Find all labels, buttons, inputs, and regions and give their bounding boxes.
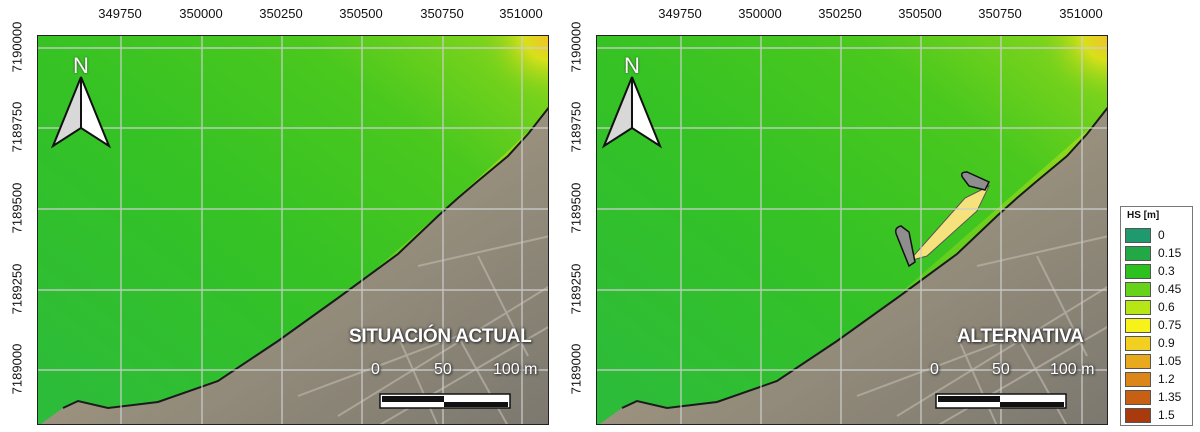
x-tick-label: 350750 bbox=[978, 6, 1022, 21]
y-tick-label: 7189250 bbox=[9, 263, 25, 315]
legend-title: HS [m] bbox=[1127, 210, 1160, 221]
legend-item: 0.3 bbox=[1125, 263, 1191, 280]
panel-title-current: SITUACIÓN ACTUAL bbox=[349, 326, 532, 347]
legend-item: 0 bbox=[1125, 227, 1191, 244]
scale-label-50: 50 bbox=[434, 361, 452, 378]
legend-swatch bbox=[1125, 354, 1151, 369]
north-label: N bbox=[73, 53, 89, 78]
y-tick-label: 7190000 bbox=[568, 21, 584, 73]
scale-label-50: 50 bbox=[992, 361, 1010, 378]
north-label: N bbox=[624, 53, 640, 78]
x-tick-label: 349750 bbox=[658, 6, 702, 21]
scale-bar bbox=[935, 393, 1067, 409]
scale-label-0: 0 bbox=[371, 361, 380, 378]
groin-south bbox=[894, 225, 916, 268]
x-tick-label: 351000 bbox=[1059, 6, 1103, 21]
legend-swatch bbox=[1125, 318, 1151, 333]
legend-label: 0.6 bbox=[1158, 300, 1175, 314]
x-tick-label: 350750 bbox=[420, 6, 464, 21]
legend-label: 0.75 bbox=[1158, 318, 1182, 332]
y-tick-label: 7189500 bbox=[9, 182, 25, 234]
wave-height-map bbox=[38, 36, 548, 424]
legend-label: 0.45 bbox=[1158, 282, 1182, 296]
legend-swatch bbox=[1125, 228, 1151, 243]
scale-label-0: 0 bbox=[930, 361, 939, 378]
legend-swatch bbox=[1125, 282, 1151, 297]
panel-title-alternative: ALTERNATIVA bbox=[957, 326, 1084, 347]
map-panel-alternative: N ALTERNATIVA 0 50 100 m bbox=[596, 35, 1108, 425]
legend-label: 1.5 bbox=[1158, 408, 1175, 422]
legend-label: 1.35 bbox=[1158, 390, 1182, 404]
y-tick-label: 7189000 bbox=[9, 343, 25, 395]
legend-label: 1.2 bbox=[1158, 372, 1175, 386]
x-tick-label: 351000 bbox=[499, 6, 543, 21]
legend-item: 0.75 bbox=[1125, 317, 1191, 334]
scale-bar bbox=[379, 393, 511, 409]
scale-label-100: 100 m bbox=[1050, 361, 1095, 378]
x-tick-label: 350500 bbox=[339, 6, 383, 21]
legend-swatch bbox=[1125, 336, 1151, 351]
grid-lines bbox=[38, 36, 548, 424]
legend-swatch bbox=[1125, 246, 1151, 261]
urban-roads bbox=[856, 235, 1107, 424]
coastline bbox=[621, 106, 1107, 410]
x-tick-label: 350250 bbox=[259, 6, 303, 21]
legend-swatch bbox=[1125, 264, 1151, 279]
groin-north bbox=[960, 171, 991, 191]
north-arrow-icon bbox=[601, 76, 663, 149]
x-tick-label: 349750 bbox=[98, 6, 142, 21]
north-arrow-icon bbox=[50, 76, 112, 149]
legend-swatch bbox=[1125, 372, 1151, 387]
y-tick-label: 7189250 bbox=[568, 263, 584, 315]
legend-label: 1.05 bbox=[1158, 354, 1182, 368]
y-tick-label: 7189000 bbox=[568, 343, 584, 395]
x-tick-label: 350500 bbox=[898, 6, 942, 21]
legend-item: 0.15 bbox=[1125, 245, 1191, 262]
legend-item: 1.35 bbox=[1125, 389, 1191, 406]
legend-label: 0.15 bbox=[1158, 246, 1182, 260]
legend-item: 0.6 bbox=[1125, 299, 1191, 316]
map-panel-current: N SITUACIÓN ACTUAL 0 50 100 m bbox=[37, 35, 549, 425]
legend-swatch bbox=[1125, 300, 1151, 315]
urban-roads bbox=[297, 235, 548, 424]
y-tick-label: 7189750 bbox=[9, 101, 25, 153]
legend-item: 1.2 bbox=[1125, 371, 1191, 388]
y-tick-label: 7190000 bbox=[9, 21, 25, 73]
legend-swatch bbox=[1125, 408, 1151, 423]
x-tick-label: 350250 bbox=[818, 6, 862, 21]
wave-height-legend: HS [m] 0 0.15 0.3 0.45 0.6 0.75 0.9 1.05 1.2 1.35… bbox=[1120, 206, 1193, 426]
x-tick-label: 350000 bbox=[179, 6, 223, 21]
legend-label: 0.9 bbox=[1158, 336, 1175, 350]
scale-label-100: 100 m bbox=[493, 361, 538, 378]
legend-item: 1.5 bbox=[1125, 407, 1191, 424]
wave-height-map bbox=[597, 36, 1107, 424]
legend-item: 0.9 bbox=[1125, 335, 1191, 352]
y-tick-label: 7189750 bbox=[568, 101, 584, 153]
legend-item: 1.05 bbox=[1125, 353, 1191, 370]
land-area bbox=[599, 108, 1107, 424]
coastline bbox=[62, 106, 548, 410]
grid-lines bbox=[597, 36, 1107, 424]
legend-label: 0.3 bbox=[1158, 264, 1175, 278]
x-tick-label: 350000 bbox=[738, 6, 782, 21]
legend-item: 0.45 bbox=[1125, 281, 1191, 298]
legend-swatch bbox=[1125, 390, 1151, 405]
legend-label: 0 bbox=[1158, 228, 1165, 242]
y-tick-label: 7189500 bbox=[568, 182, 584, 234]
land-area bbox=[40, 108, 548, 424]
